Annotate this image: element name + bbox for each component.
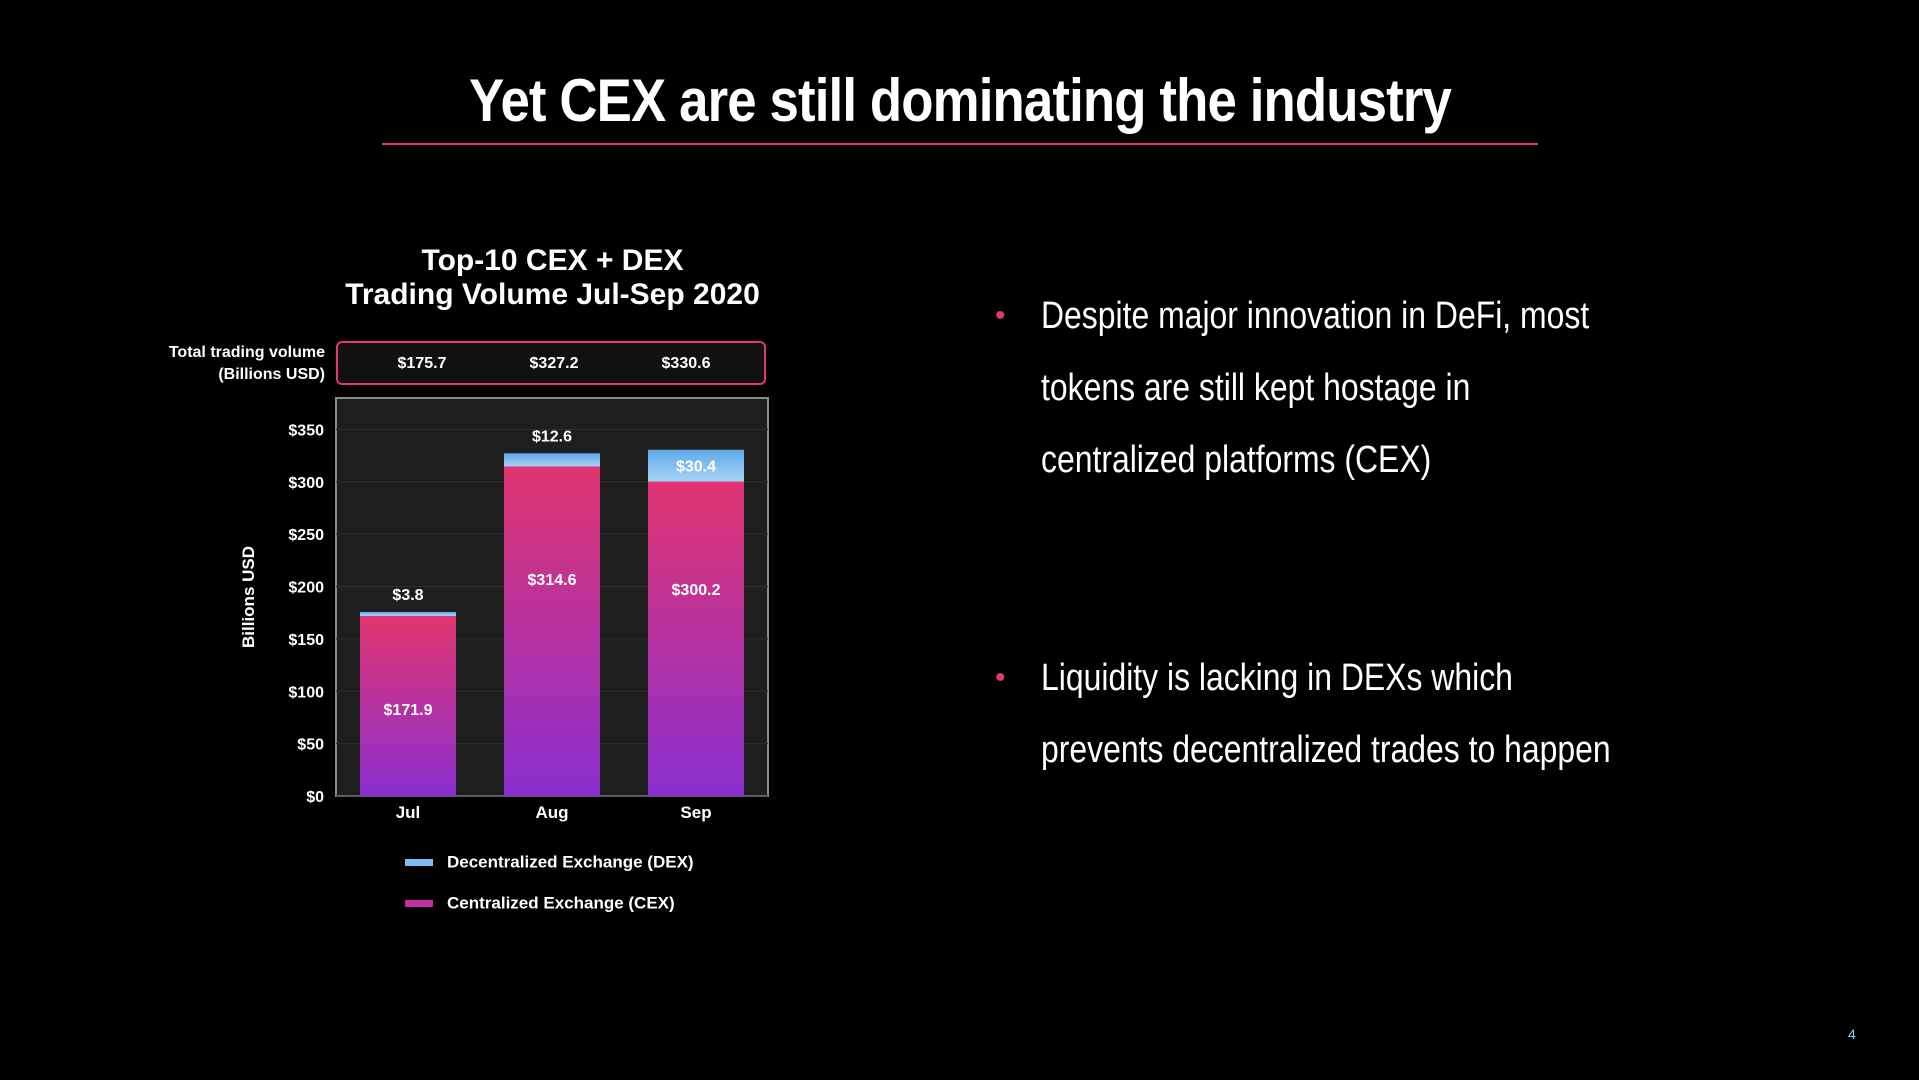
chart-title-line1: Top-10 CEX + DEX [421,244,684,277]
totals-label-line2: (Billions USD) [218,366,325,383]
page-number: 4 [1848,1026,1856,1042]
chart-title-line2: Trading Volume Jul-Sep 2020 [345,278,760,311]
legend-label-dex: Decentralized Exchange (DEX) [447,852,694,872]
legend-item-dex: Decentralized Exchange (DEX) [405,852,694,873]
legend-swatch-cex [405,900,433,908]
legend-label-cex: Centralized Exchange (CEX) [447,893,675,913]
y-tick-label: $300 [288,475,324,492]
x-tick-label: Sep [680,803,711,822]
bullet-text-2: Liquidity is lacking in DEXs which preve… [1041,657,1611,771]
bullet-item-1: • Despite major innovation in DeFi, most… [995,280,1615,496]
totals-label-line1: Total trading volume [168,344,325,361]
totals-label: Total trading volume (Billions USD) [120,342,325,386]
legend-swatch-dex [405,859,433,867]
bullet-list-2: • Liquidity is lacking in DEXs which pre… [995,642,1615,786]
bar-dex-aug [504,453,600,467]
y-axis-label: Billions USD [239,546,258,648]
y-tick-label: $100 [288,684,324,701]
bar-dex-jul [360,611,456,616]
bullet-item-2: • Liquidity is lacking in DEXs which pre… [995,642,1615,786]
bar-cex-sep [648,481,744,796]
y-tick-label: $50 [297,737,324,754]
bullet-list: • Despite major innovation in DeFi, most… [995,280,1615,496]
data-label-dex: $3.8 [392,587,423,604]
x-tick-label: Aug [535,803,568,822]
data-label-cex: $314.6 [528,572,577,589]
y-tick-label: $150 [288,632,324,649]
y-tick-label: $350 [288,422,324,439]
total-jul: $175.7 [397,355,447,372]
totals-box: $175.7 $327.2 $330.6 [336,341,766,385]
bullet-dot: • [995,299,1006,332]
data-label-dex: $12.6 [532,428,572,445]
bar-cex-aug [504,466,600,796]
x-tick-label: Jul [396,803,421,822]
y-tick-label: $0 [306,789,324,806]
total-aug: $327.2 [529,355,579,372]
chart-title: Top-10 CEX + DEX Trading Volume Jul-Sep … [310,244,795,312]
bullet-text-1: Despite major innovation in DeFi, most t… [1041,295,1590,481]
data-label-cex: $300.2 [672,582,721,599]
legend-item-cex: Centralized Exchange (CEX) [405,893,675,914]
title-underline [382,143,1538,145]
y-tick-label: $200 [288,580,324,597]
total-sep: $330.6 [661,355,711,372]
y-tick-label: $250 [288,527,324,544]
bullet-dot: • [995,661,1006,694]
slide-title: Yet CEX are still dominating the industr… [469,67,1452,134]
data-label-cex: $171.9 [384,702,433,719]
data-label-dex: $30.4 [676,459,716,476]
bar-dex-sep [648,449,744,482]
bar-cex-jul [360,615,456,796]
